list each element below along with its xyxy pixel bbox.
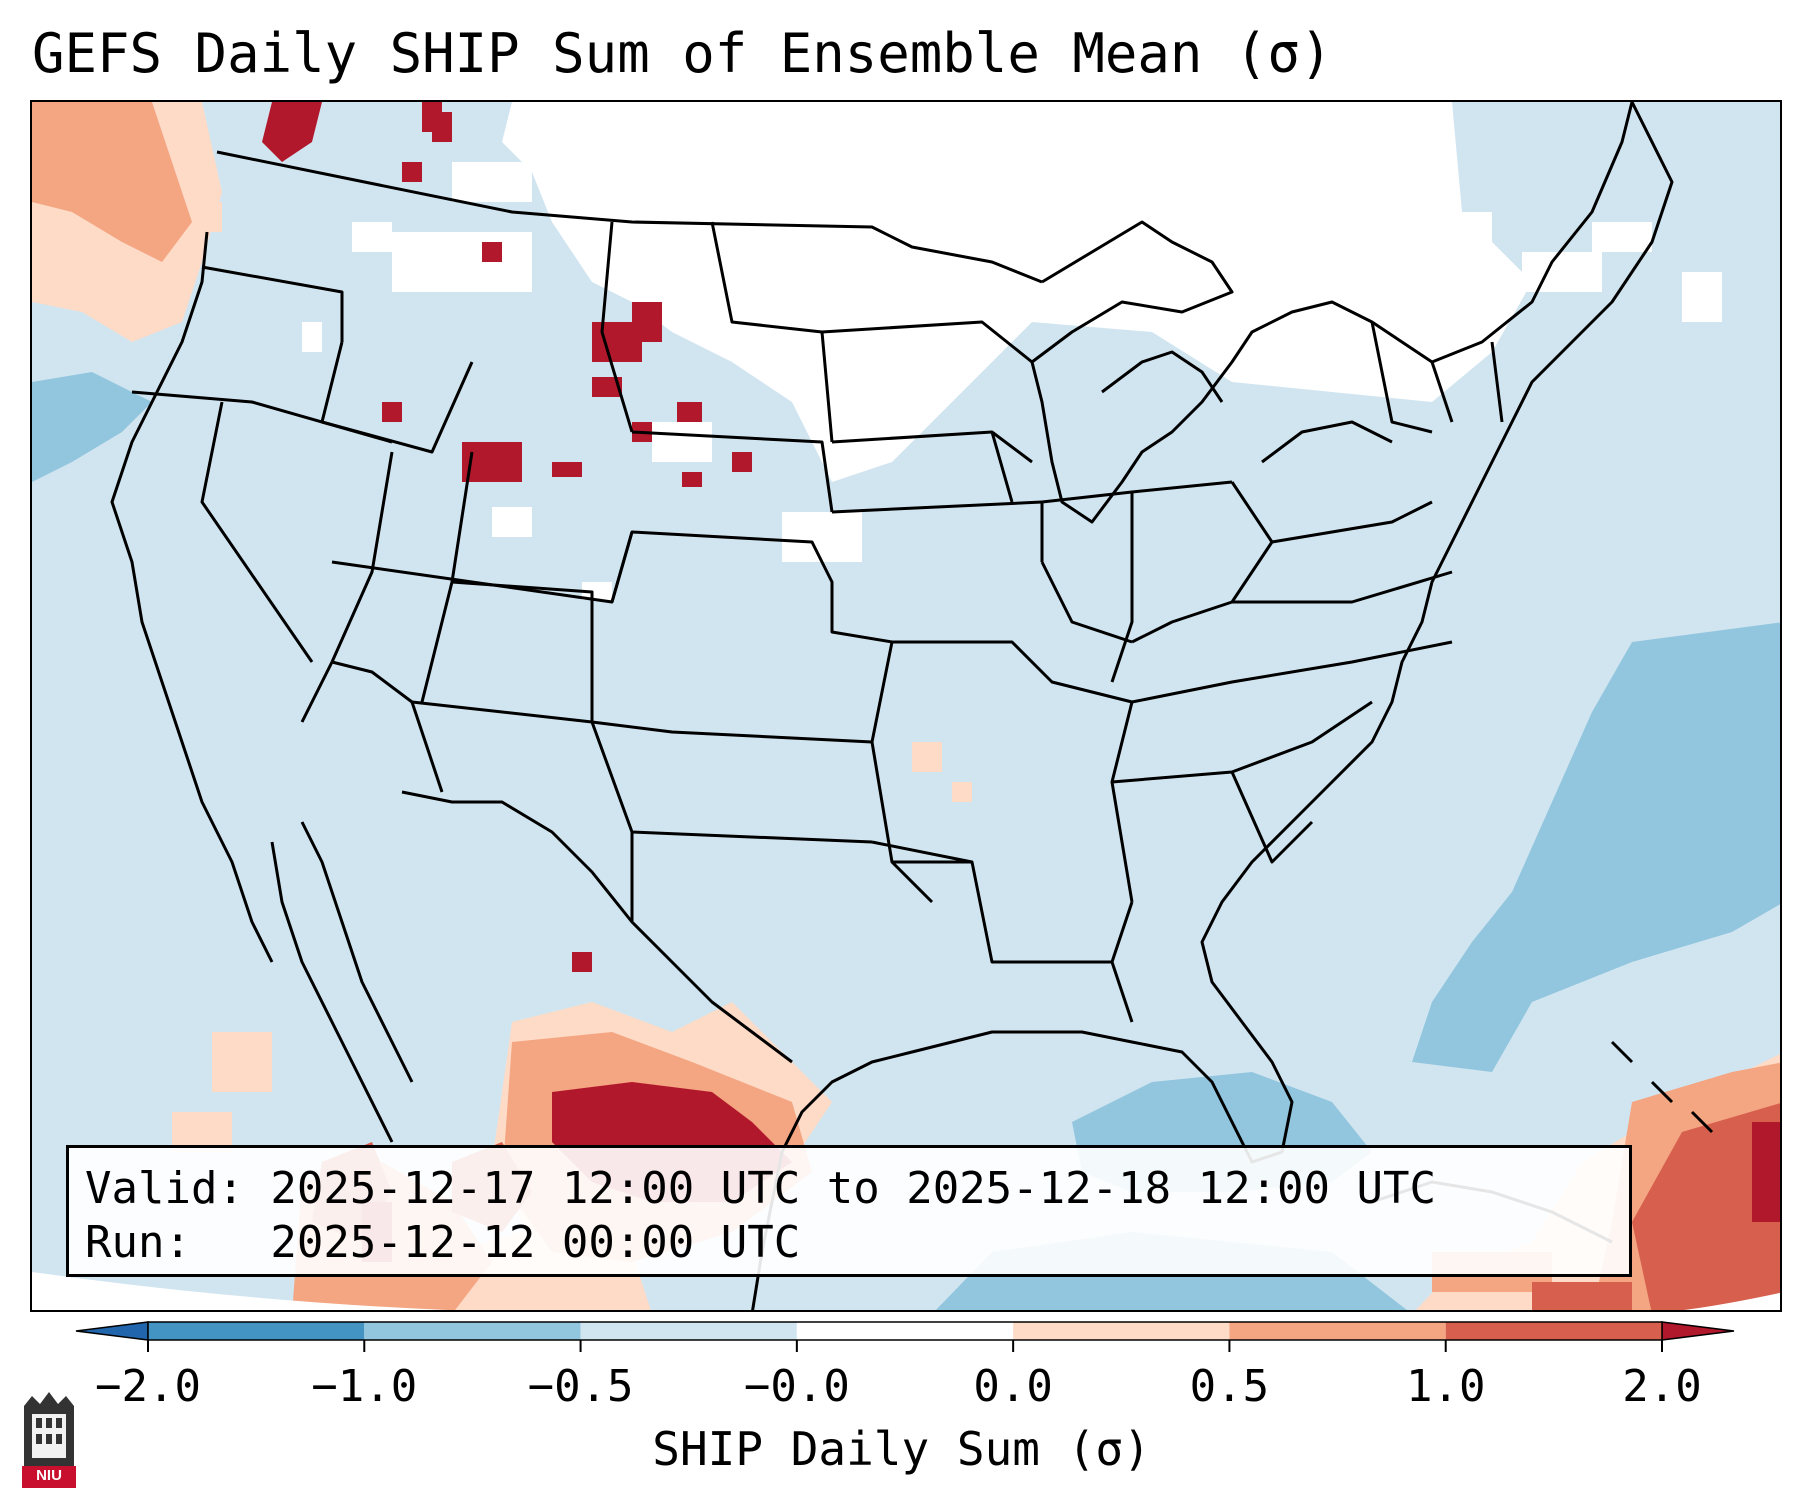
neutral-region: [302, 102, 1722, 600]
colorbar-tick-label: −2.0: [95, 1361, 201, 1412]
niu-logo: NIU: [20, 1390, 78, 1490]
colorbar-tick-label: −0.5: [527, 1361, 634, 1412]
colorbar-tick-label: −0.0: [743, 1361, 850, 1412]
colorbar-label: SHIP Daily Sum (σ): [652, 1422, 1151, 1476]
colorbar-bins: [75, 1321, 1735, 1352]
projection-edge-left: [32, 1272, 448, 1310]
colorbar-tick-label: 1.0: [1405, 1361, 1486, 1412]
colorbar-tick-label: 0.5: [1189, 1361, 1270, 1412]
colorbar-extend-low: [75, 1321, 149, 1341]
validity-info-box: Valid: 2025-12-17 12:00 UTC to 2025-12-1…: [66, 1145, 1632, 1277]
valid-line: Valid: 2025-12-17 12:00 UTC to 2025-12-1…: [85, 1163, 1437, 1214]
colorbar-bin: [580, 1322, 797, 1340]
coastlines-and-state-borders: [110, 102, 1714, 1310]
projection-edge-right: [1683, 1292, 1780, 1310]
colorbar-bin: [364, 1322, 581, 1340]
colorbar-bin: [148, 1322, 365, 1340]
colorbar-bin: [1229, 1322, 1446, 1340]
colorbar-bin: [1445, 1322, 1662, 1340]
logo-text: NIU: [36, 1467, 62, 1484]
colorbar-bin: [796, 1322, 1014, 1340]
colorbar-tick-label: 2.0: [1622, 1361, 1702, 1412]
colorbar-bin: [1013, 1322, 1230, 1340]
colorbar-tick-label: −1.0: [311, 1361, 418, 1412]
colorbar-frame: [147, 1321, 1663, 1341]
colorbar-tick-label: 0.0: [973, 1361, 1053, 1412]
colorbar-extend-high: [1661, 1321, 1735, 1341]
map-title: GEFS Daily SHIP Sum of Ensemble Mean (σ): [32, 22, 1333, 85]
map-svg: [32, 102, 1780, 1310]
run-line: Run: 2025-12-12 00:00 UTC: [85, 1217, 801, 1268]
map-panel: [30, 100, 1782, 1312]
niu-logo-icon: [22, 1392, 76, 1488]
